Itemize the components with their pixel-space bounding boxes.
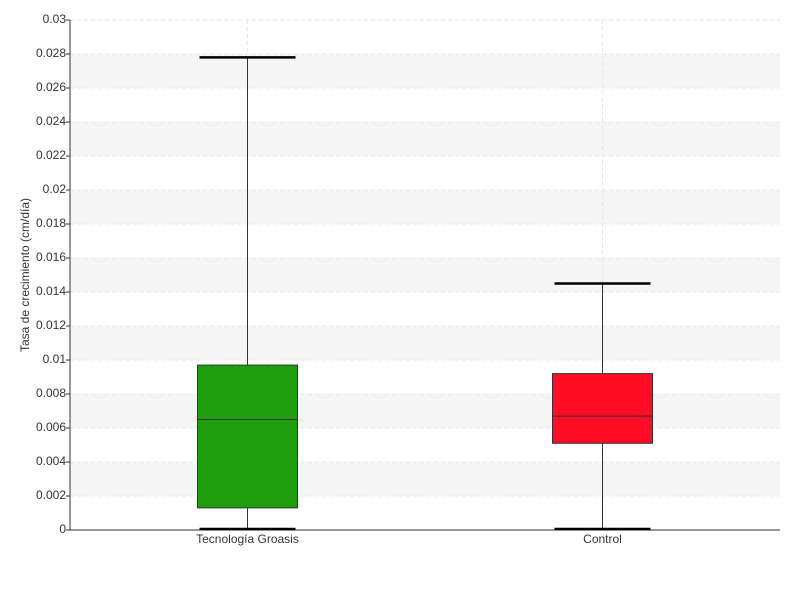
y-tick-label: 0.012 bbox=[36, 318, 66, 332]
y-tick-label: 0.028 bbox=[36, 46, 66, 60]
y-tick-label: 0 bbox=[59, 522, 66, 536]
grid-band bbox=[70, 394, 780, 428]
y-tick-label: 0.018 bbox=[36, 216, 66, 230]
y-tick-label: 0.022 bbox=[36, 148, 66, 162]
y-tick-label: 0.02 bbox=[43, 182, 67, 196]
grid-band bbox=[70, 54, 780, 88]
grid-band bbox=[70, 190, 780, 224]
grid-band bbox=[70, 326, 780, 360]
y-tick-label: 0.026 bbox=[36, 80, 66, 94]
y-tick-label: 0.002 bbox=[36, 488, 66, 502]
x-tick-label: Tecnología Groasis bbox=[196, 532, 299, 546]
y-tick-label: 0.03 bbox=[43, 12, 67, 26]
box bbox=[197, 364, 298, 509]
y-tick-label: 0.016 bbox=[36, 250, 66, 264]
y-tick-label: 0.01 bbox=[43, 352, 67, 366]
y-tick-label: 0.014 bbox=[36, 284, 66, 298]
y-tick-label: 0.008 bbox=[36, 386, 66, 400]
box bbox=[552, 373, 653, 444]
y-tick-label: 0.024 bbox=[36, 114, 66, 128]
y-tick-label: 0.006 bbox=[36, 420, 66, 434]
y-axis-label: Tasa de crecimiento (cm/día) bbox=[18, 198, 32, 352]
x-tick-label: Control bbox=[583, 532, 622, 546]
grid-band bbox=[70, 258, 780, 292]
grid-band bbox=[70, 122, 780, 156]
grid-band bbox=[70, 462, 780, 496]
y-tick-label: 0.004 bbox=[36, 454, 66, 468]
